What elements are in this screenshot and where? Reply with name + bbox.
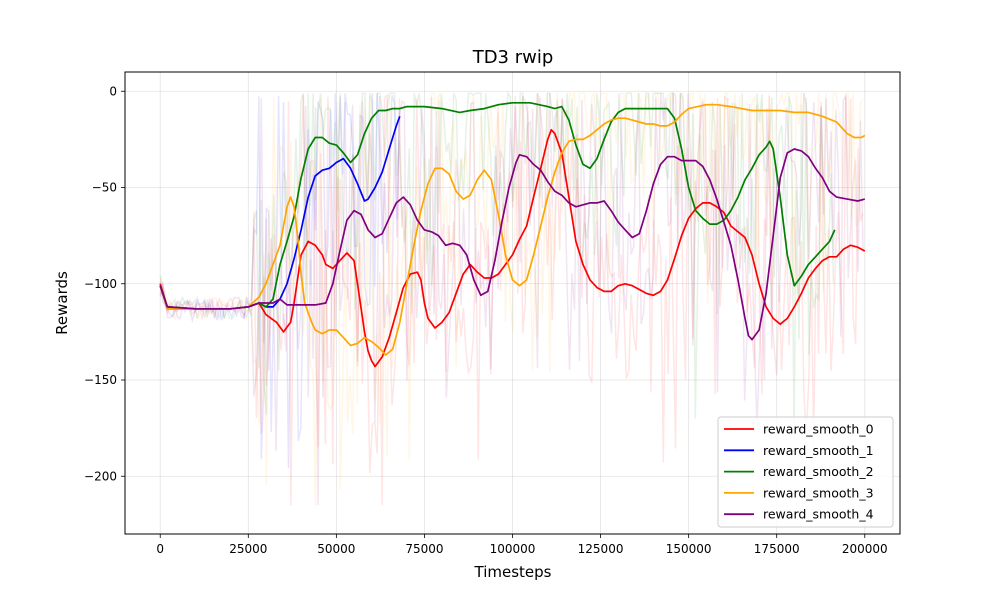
legend-label: reward_smooth_2 xyxy=(763,464,874,479)
y-tick-label: −200 xyxy=(84,469,117,483)
x-tick-label: 150000 xyxy=(666,542,712,556)
x-tick-label: 0 xyxy=(156,542,164,556)
raw-trace-2 xyxy=(159,90,835,443)
y-axis: 0 −50 −100 −150 −200 xyxy=(84,84,125,483)
y-tick-label: −150 xyxy=(84,373,117,387)
series-line-2 xyxy=(159,101,836,310)
legend-label: reward_smooth_1 xyxy=(763,443,874,458)
raw-trace-0 xyxy=(159,93,864,506)
legend-label: reward_smooth_3 xyxy=(763,485,874,500)
chart-title: TD3 rwip xyxy=(472,47,554,68)
x-axis: 0 25000 50000 75000 100000 125000 150000 175000… xyxy=(156,534,888,556)
legend-label: reward_smooth_0 xyxy=(763,422,874,437)
raw-trace-1 xyxy=(159,93,401,469)
raw-trace-3 xyxy=(159,91,864,506)
raw-trace-4 xyxy=(159,91,864,506)
legend-box xyxy=(717,416,894,528)
series-line-3 xyxy=(159,103,866,356)
y-axis-label: Rewards xyxy=(53,271,71,335)
x-tick-label: 175000 xyxy=(754,542,800,556)
y-tick-label: 0 xyxy=(109,84,117,98)
x-axis-label: Timesteps xyxy=(474,563,552,581)
raw-reward-traces xyxy=(159,90,864,506)
legend-label: reward_smooth_4 xyxy=(763,507,874,522)
x-tick-label: 200000 xyxy=(842,542,888,556)
series-lines xyxy=(159,101,866,368)
series-line-0 xyxy=(159,128,866,368)
x-tick-label: 25000 xyxy=(229,542,267,556)
series-line-4 xyxy=(159,148,866,341)
legend: reward_smooth_0 reward_smooth_1 reward_smo… xyxy=(717,416,894,528)
x-tick-label: 125000 xyxy=(578,542,624,556)
y-tick-label: −50 xyxy=(92,181,117,195)
x-tick-label: 75000 xyxy=(405,542,443,556)
x-tick-label: 100000 xyxy=(490,542,536,556)
y-tick-label: −100 xyxy=(84,277,117,291)
x-tick-label: 50000 xyxy=(317,542,355,556)
